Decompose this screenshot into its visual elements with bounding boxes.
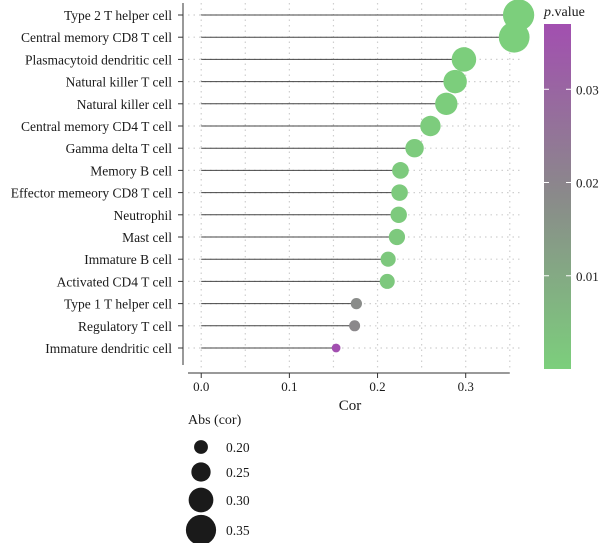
lollipop-point	[451, 47, 477, 72]
lollipop-point	[435, 92, 458, 115]
y-tick-label: Central memory CD4 T cell	[21, 119, 172, 134]
y-tick-label: Type 1 T helper cell	[64, 297, 172, 312]
lollipop-point	[392, 162, 409, 179]
lollipop-point	[391, 184, 408, 201]
lollipop-point	[498, 21, 530, 53]
size-legend-label: 0.25	[226, 465, 250, 480]
y-tick-label: Neutrophil	[114, 208, 173, 223]
size-legend-point	[185, 514, 217, 543]
lollipop-point	[390, 206, 407, 224]
x-tick-label: 0.0	[193, 379, 209, 394]
size-legend-label: 0.20	[226, 440, 250, 455]
lollipop-point	[443, 69, 467, 94]
y-tick-label: Regulatory T cell	[78, 319, 172, 334]
color-legend-title: p.value	[543, 5, 585, 20]
y-tick-label: Immature dendritic cell	[45, 341, 172, 356]
size-legend-point	[194, 440, 208, 454]
y-tick-label: Mast cell	[122, 230, 172, 245]
lollipop-point	[380, 251, 396, 267]
size-legend-label: 0.30	[226, 493, 250, 508]
color-legend: p.value 0.01 0.02 0.03	[543, 5, 599, 369]
size-legend-point	[191, 462, 211, 482]
y-tick-label: Natural killer T cell	[66, 75, 173, 90]
size-legend-point	[188, 487, 214, 513]
x-axis: 0.0 0.1 0.2 0.3	[182, 3, 510, 394]
lollipop-point	[379, 273, 395, 289]
x-tick-label: 0.3	[458, 379, 474, 394]
y-tick-label: Gamma delta T cell	[66, 141, 173, 156]
size-legend-label: 0.35	[226, 523, 250, 538]
marks-layer	[201, 0, 535, 353]
lollipop-point	[420, 115, 441, 137]
color-legend-bar	[544, 24, 571, 369]
y-tick-label: Activated CD4 T cell	[57, 274, 173, 289]
y-tick-label: Effector memeory CD8 T cell	[11, 186, 172, 201]
color-legend-label: 0.02	[576, 176, 599, 191]
lollipop-point	[350, 297, 362, 310]
y-tick-label: Natural killer cell	[77, 97, 172, 112]
size-legend-title: Abs (cor)	[188, 413, 242, 428]
lollipop-point	[331, 343, 341, 353]
size-legend: Abs (cor) 0.20 0.25 0.30 0.35	[185, 413, 250, 543]
lollipop-point	[388, 228, 406, 246]
x-axis-title: Cor	[339, 398, 362, 414]
y-tick-label: Immature B cell	[84, 252, 172, 267]
y-tick-label: Central memory CD8 T cell	[21, 30, 172, 45]
lollipop-point	[405, 138, 424, 158]
x-tick-label: 0.1	[281, 379, 297, 394]
color-legend-label: 0.03	[576, 82, 599, 97]
y-tick-label: Memory B cell	[90, 163, 172, 178]
y-labels: Type 2 T helper cell Central memory CD8 T…	[11, 8, 183, 356]
color-legend-label: 0.01	[576, 269, 599, 284]
y-tick-label: Plasmacytoid dendritic cell	[25, 52, 172, 67]
x-tick-label: 0.2	[369, 379, 385, 394]
y-tick-label: Type 2 T helper cell	[64, 8, 172, 23]
lollipop-point	[349, 320, 361, 332]
